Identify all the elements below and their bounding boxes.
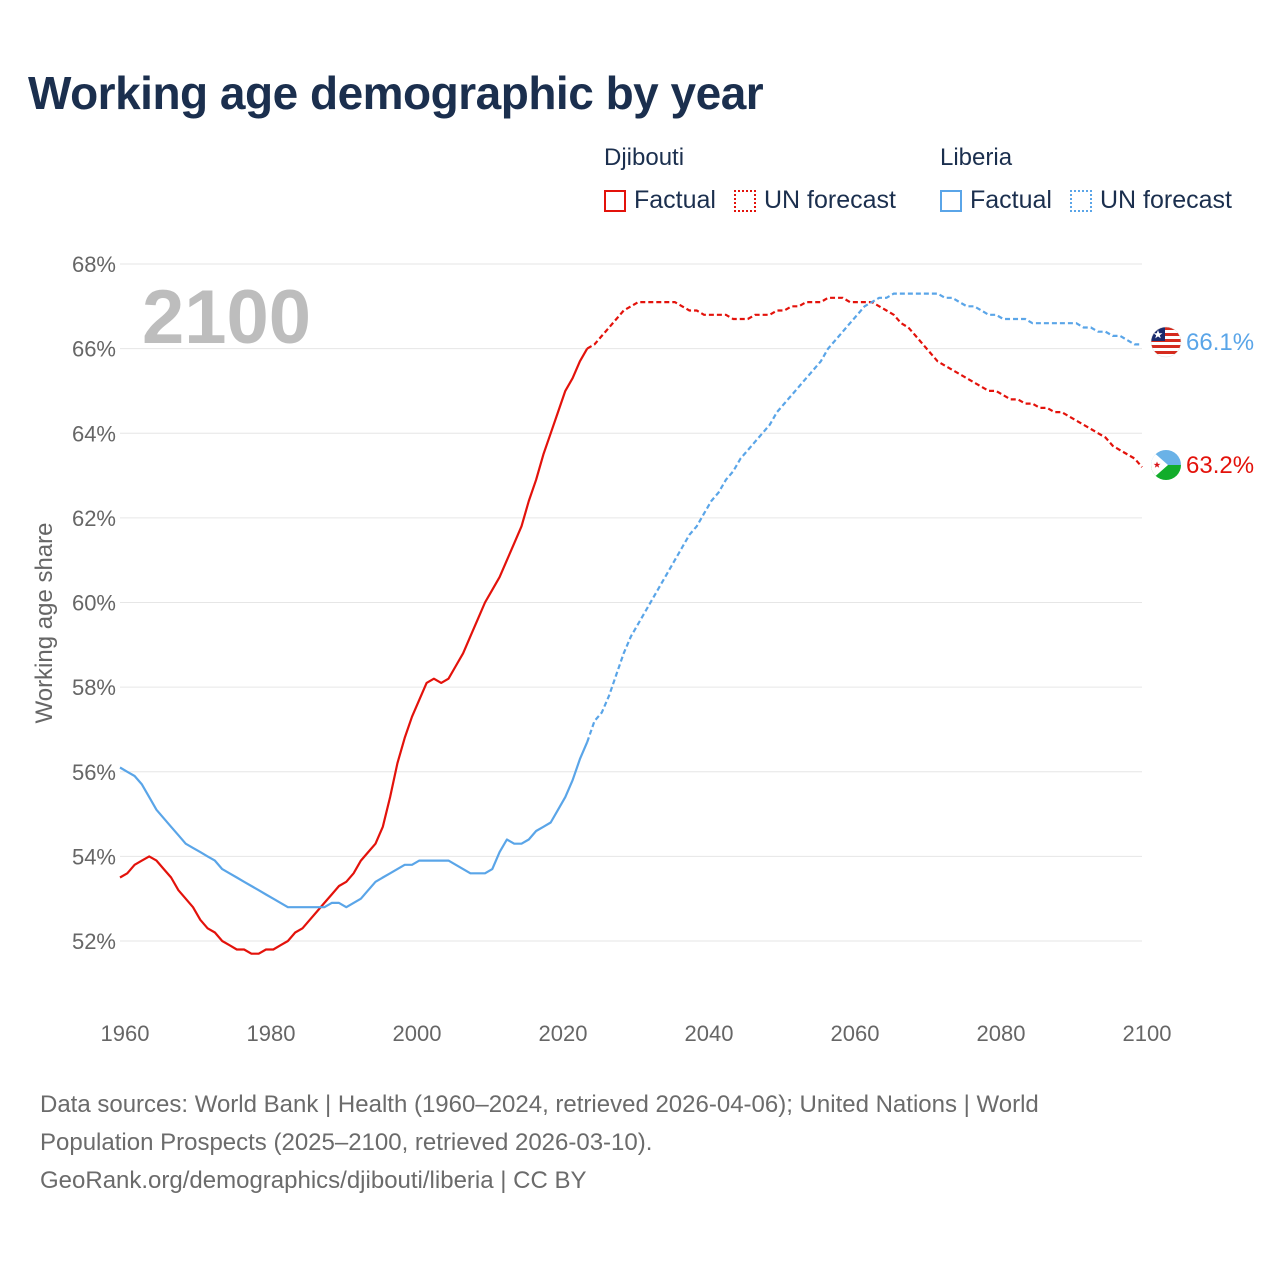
x-tick-label: 2100 [1123,1021,1172,1046]
legend-label: Factual [634,186,716,214]
x-tick-label: 2040 [685,1021,734,1046]
chart-title: Working age demographic by year [28,67,764,119]
liberia-forecast-line [586,292,1142,743]
legend-swatch-dotted [1069,189,1092,212]
x-tick-label: 1960 [101,1021,150,1046]
x-tick-label: 1980 [247,1021,296,1046]
liberia-end-label: 66.1% [1186,329,1254,356]
legend-item-factual[interactable]: Factual [604,186,716,215]
footer-line: Data sources: World Bank | Health (1960–… [40,1091,1039,1118]
x-tick-label: 2080 [977,1021,1026,1046]
legend-swatch-solid [940,189,962,212]
legend-country-label: Djibouti [604,144,685,171]
y-tick-label: 56% [72,760,116,785]
x-tick-label: 2000 [393,1021,442,1046]
y-tick-label: 54% [72,844,116,869]
y-tick-label: 64% [72,421,116,446]
legend-label: UN forecast [763,186,896,214]
legend-item-forecast[interactable]: UN forecast [1069,186,1232,215]
y-axis-label: Working age share [31,523,58,724]
footer-line: Population Prospects (2025–2100, retriev… [40,1129,653,1156]
legend-label: Factual [970,186,1052,214]
y-tick-label: 58% [72,675,116,700]
y-tick-label: 68% [72,252,116,277]
legend-item-factual[interactable]: Factual [940,186,1052,215]
legend-swatch-dotted [733,189,756,212]
y-tick-label: 60% [72,591,116,616]
legend-item-forecast[interactable]: UN forecast [733,186,896,215]
legend-swatch-solid [604,189,626,212]
footer-link[interactable]: GeoRank.org/demographics/djibouti/liberi… [40,1167,587,1194]
djibouti-factual-line [119,348,589,955]
x-tick-label: 2020 [539,1021,588,1046]
liberia-factual-line [119,741,589,909]
legend-group-liberia: Liberia Factual UN forecast [940,144,1232,215]
data-sources-footer: Data sources: World Bank | Health (1960–… [40,1086,1160,1200]
djibouti-forecast-line [586,296,1143,468]
y-tick-label: 66% [72,337,116,362]
legend-label: UN forecast [1099,186,1232,214]
djibouti-end-label: 63.2% [1186,452,1254,479]
y-tick-label: 62% [72,506,116,531]
year-watermark: 2100 [142,275,311,360]
x-tick-label: 2060 [831,1021,880,1046]
flag-border [1150,326,1182,358]
djibouti-flag-icon [1151,450,1181,480]
legend-country-label: Liberia [940,144,1013,171]
y-tick-label: 52% [72,929,116,954]
legend-group-djibouti: Djibouti Factual UN forecast [604,144,914,215]
line-chart: 52% 54% 56% 58% 60% 62% 64% 66% 68% 1960 1980 2000… [31,252,1254,1046]
